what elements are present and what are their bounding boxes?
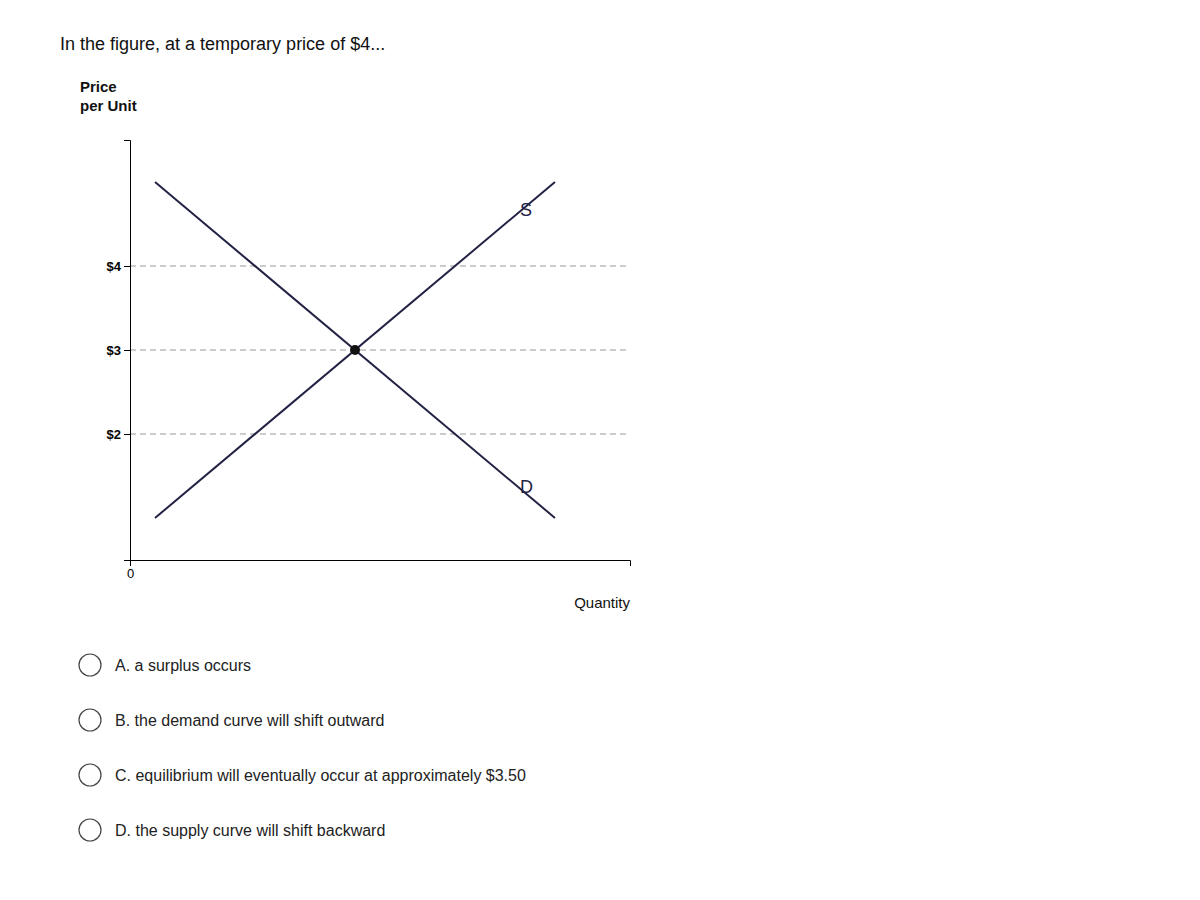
- chart-svg: In the figure, at a temporary price of $…: [0, 0, 1200, 900]
- y-tick: $4: [107, 259, 130, 274]
- x-axis-title: Quantity: [574, 594, 630, 611]
- y-tick-mark: [124, 434, 130, 435]
- grid-line: [130, 349, 630, 350]
- x-tick-mark: [130, 560, 131, 566]
- curve-label: D: [520, 477, 533, 497]
- option-text: B. the demand curve will shift outward: [115, 712, 384, 729]
- y-tick-label: $4: [107, 259, 122, 274]
- option-radio: [79, 654, 101, 676]
- curve: [155, 182, 555, 518]
- option-text: C. equilibrium will eventually occur at …: [115, 767, 526, 784]
- option-radio: [79, 764, 101, 786]
- y-tick: $2: [107, 427, 130, 442]
- curve-label: S: [520, 200, 532, 220]
- options: A. a surplus occurs B. the demand curve w…: [79, 654, 526, 841]
- point: [350, 345, 360, 355]
- y-tick-mark: [124, 350, 130, 351]
- title: In the figure, at a temporary price of $…: [60, 34, 385, 54]
- x-tick: 0: [127, 560, 134, 581]
- y-axis: $2 $3 $4: [107, 141, 131, 561]
- curve: [155, 182, 555, 518]
- y-tick-label: $3: [107, 343, 121, 358]
- x-tick-label: 0: [127, 566, 134, 581]
- x-axis-line: [131, 561, 631, 567]
- y-tick-label: $2: [107, 427, 121, 442]
- y-tick-mark: [124, 266, 130, 267]
- x-axis: 0: [127, 560, 631, 581]
- grid-line: [130, 433, 630, 434]
- y-axis-title: Priceper Unit: [80, 78, 137, 114]
- grid-line: [130, 265, 630, 266]
- plot-area: [155, 182, 555, 518]
- option-radio: [79, 709, 101, 731]
- option-text: D. the supply curve will shift backward: [115, 822, 385, 839]
- y-axis-line: [124, 141, 131, 561]
- y-tick: $3: [107, 343, 130, 358]
- option-radio: [79, 819, 101, 841]
- grid: [130, 266, 630, 434]
- option-text: A. a surplus occurs: [115, 657, 251, 674]
